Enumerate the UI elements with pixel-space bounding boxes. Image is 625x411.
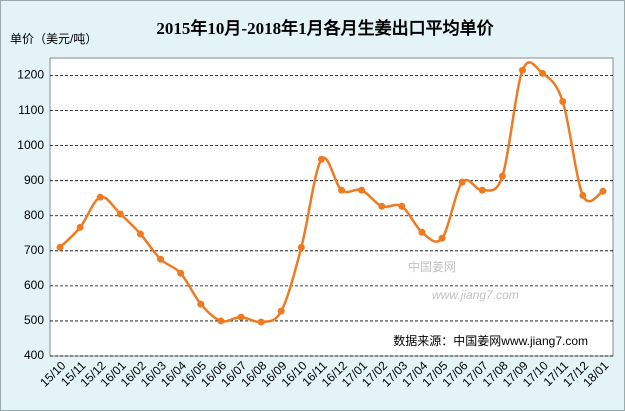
y-tick-label: 400 [24, 348, 44, 362]
data-point [297, 243, 305, 251]
data-point [539, 69, 547, 77]
chart-title: 2015年10月-2018年1月各月生姜出口平均单价 [156, 18, 494, 38]
y-tick-label: 700 [24, 243, 44, 257]
watermark-url: www.jiang7.com [432, 288, 519, 302]
data-point [378, 202, 386, 210]
data-point [96, 193, 104, 201]
data-point [56, 243, 64, 251]
y-tick-label: 800 [24, 208, 44, 222]
data-point [217, 317, 225, 325]
y-tick-label: 1200 [17, 68, 44, 82]
data-point [398, 202, 406, 210]
data-point [478, 186, 486, 194]
y-tick-label: 600 [24, 278, 44, 292]
watermark: 中国姜网 [408, 259, 456, 274]
data-point [76, 223, 84, 231]
series-line [59, 61, 604, 324]
data-point [559, 97, 567, 105]
data-point [599, 187, 607, 195]
data-point [177, 269, 185, 277]
data-point [358, 186, 366, 194]
y-axis-label: 单价（美元/吨） [10, 32, 97, 46]
source-note: 数据来源：中国姜网www.jiang7.com [393, 333, 588, 348]
data-point [317, 155, 325, 163]
data-point [277, 307, 285, 315]
data-point [458, 178, 466, 186]
plot-area [49, 57, 614, 357]
y-tick-label: 500 [24, 313, 44, 327]
data-point [237, 313, 245, 321]
data-point [116, 210, 124, 218]
data-point [418, 228, 426, 236]
data-point [438, 234, 446, 242]
data-point [519, 66, 527, 74]
data-point [579, 191, 587, 199]
data-point [257, 318, 265, 326]
data-point [157, 255, 165, 263]
data-point [136, 230, 144, 238]
y-tick-label: 1100 [18, 103, 44, 117]
data-point [498, 172, 506, 180]
data-point [197, 300, 205, 308]
y-tick-label: 1000 [17, 138, 44, 152]
data-point [338, 186, 346, 194]
y-tick-label: 900 [24, 173, 44, 187]
